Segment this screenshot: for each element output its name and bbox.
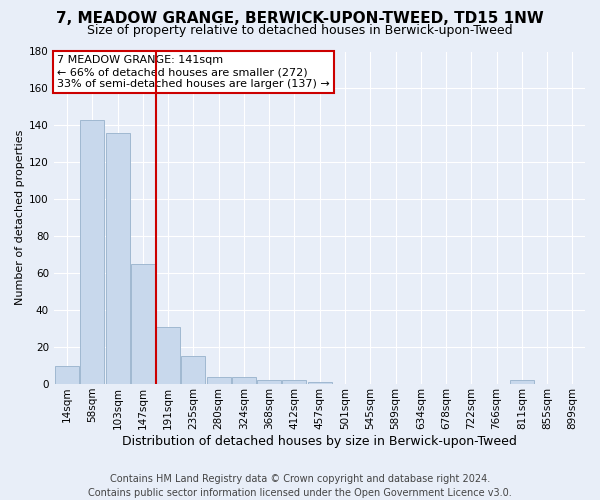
Bar <box>257 380 281 384</box>
Bar <box>106 133 130 384</box>
Text: 7, MEADOW GRANGE, BERWICK-UPON-TWEED, TD15 1NW: 7, MEADOW GRANGE, BERWICK-UPON-TWEED, TD… <box>56 11 544 26</box>
Text: Size of property relative to detached houses in Berwick-upon-Tweed: Size of property relative to detached ho… <box>87 24 513 37</box>
Text: Contains HM Land Registry data © Crown copyright and database right 2024.
Contai: Contains HM Land Registry data © Crown c… <box>88 474 512 498</box>
Bar <box>308 382 332 384</box>
Bar <box>283 380 307 384</box>
Bar <box>232 376 256 384</box>
X-axis label: Distribution of detached houses by size in Berwick-upon-Tweed: Distribution of detached houses by size … <box>122 434 517 448</box>
Bar <box>181 356 205 384</box>
Text: 7 MEADOW GRANGE: 141sqm
← 66% of detached houses are smaller (272)
33% of semi-d: 7 MEADOW GRANGE: 141sqm ← 66% of detache… <box>57 56 330 88</box>
Bar <box>80 120 104 384</box>
Y-axis label: Number of detached properties: Number of detached properties <box>15 130 25 306</box>
Bar <box>131 264 155 384</box>
Bar <box>55 366 79 384</box>
Bar <box>206 376 230 384</box>
Bar <box>510 380 534 384</box>
Bar <box>156 327 180 384</box>
